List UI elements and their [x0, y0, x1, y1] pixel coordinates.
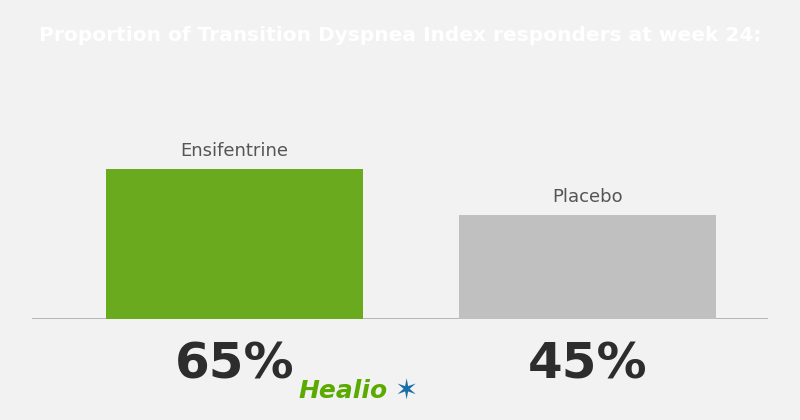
Bar [459, 215, 717, 319]
Bar [106, 169, 363, 319]
Text: Ensifentrine: Ensifentrine [181, 142, 289, 160]
Text: ✶: ✶ [394, 377, 418, 405]
Text: Placebo: Placebo [552, 188, 623, 206]
Text: 65%: 65% [174, 340, 294, 388]
Text: Healio: Healio [299, 379, 388, 403]
Text: Proportion of Transition Dyspnea Index responders at week 24:: Proportion of Transition Dyspnea Index r… [39, 26, 761, 45]
Text: 45%: 45% [528, 340, 647, 388]
